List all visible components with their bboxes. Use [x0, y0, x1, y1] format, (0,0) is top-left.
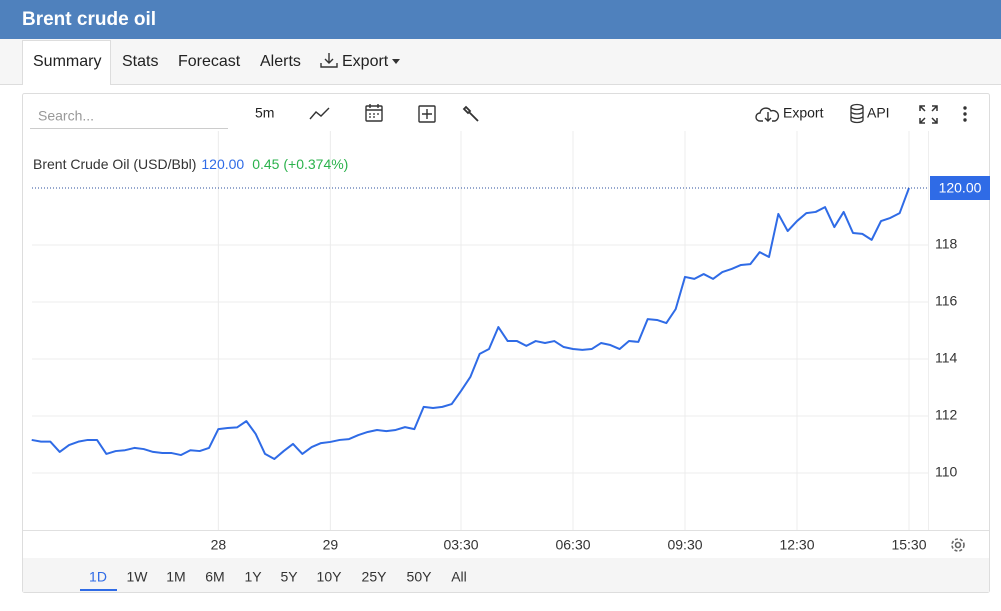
tab-selected-cover — [23, 80, 110, 86]
x-tick-label: 03:30 — [443, 537, 478, 553]
range-buttons: 1D 1W 1M 6M 1Y 5Y 10Y 25Y 50Y All — [89, 569, 467, 585]
calendar-icon[interactable] — [365, 104, 383, 122]
settings-wrench-icon[interactable] — [462, 105, 479, 122]
legend-series-name: Brent Crude Oil (USD/Bbl) — [33, 156, 196, 172]
tab[interactable]: Forecast — [178, 53, 241, 70]
x-tick-label: 15:30 — [891, 537, 926, 553]
range-button[interactable]: 1W — [127, 569, 149, 585]
range-button[interactable]: 6M — [205, 569, 224, 585]
range-button[interactable]: 50Y — [407, 569, 433, 585]
legend-change: 0.45 (+0.374%) — [252, 156, 348, 172]
chart-panel — [22, 93, 990, 593]
x-tick-label: 09:30 — [667, 537, 702, 553]
download-icon[interactable] — [320, 53, 338, 68]
cloud-download-icon[interactable] — [755, 107, 780, 122]
range-button[interactable]: 1Y — [244, 569, 262, 585]
range-button[interactable]: 5Y — [280, 569, 298, 585]
page-title: Brent crude oil — [22, 9, 156, 30]
y-tick-label: 110 — [935, 464, 958, 480]
database-icon[interactable] — [850, 103, 864, 124]
tab[interactable]: Export — [342, 53, 389, 70]
y-tick-label: 118 — [935, 236, 958, 252]
dropdown-caret[interactable] — [392, 59, 400, 64]
search-input[interactable]: Search... — [38, 108, 94, 124]
x-tick-label: 06:30 — [555, 537, 590, 553]
x-tick-label: 28 — [211, 537, 227, 553]
legend-last-value: 120.00 — [201, 156, 244, 172]
price-line — [31, 187, 910, 461]
chart-type-icon[interactable] — [309, 107, 330, 120]
fullscreen-icon[interactable] — [919, 105, 938, 124]
tab-bar — [0, 39, 1001, 84]
more-menu-icon[interactable] — [963, 106, 967, 122]
y-tick-label: 114 — [935, 350, 958, 366]
price-tag — [930, 176, 990, 200]
range-button[interactable]: 10Y — [317, 569, 343, 585]
interval-button[interactable]: 5m — [255, 105, 274, 121]
tab[interactable]: Summary — [33, 53, 101, 70]
legend: Brent Crude Oil (USD/Bbl) 120.00 0.45 (+0.… — [33, 156, 348, 172]
x-tick-label: 29 — [323, 537, 339, 553]
tab[interactable]: Stats — [122, 53, 158, 70]
range-button[interactable]: 1D — [89, 569, 107, 585]
y-tick-label: 116 — [935, 293, 958, 309]
range-button[interactable]: 1M — [166, 569, 185, 585]
range-bar — [23, 558, 989, 592]
x-tick-label: 12:30 — [779, 537, 814, 553]
add-indicator-icon[interactable] — [418, 105, 436, 123]
api-button[interactable]: API — [867, 105, 890, 121]
export-button[interactable]: Export — [783, 105, 824, 121]
tab[interactable]: Alerts — [260, 53, 301, 70]
y-tick-label: 112 — [935, 407, 958, 423]
range-button[interactable]: 25Y — [362, 569, 388, 585]
gear-icon[interactable] — [951, 538, 965, 552]
plot: 28 29 03:30 06:30 09:30 12:30 15:30 110 112 114 11… — [23, 131, 990, 553]
range-button[interactable]: All — [451, 569, 467, 585]
header-bar — [0, 0, 1001, 39]
price-tag-label: 120.00 — [939, 180, 982, 196]
